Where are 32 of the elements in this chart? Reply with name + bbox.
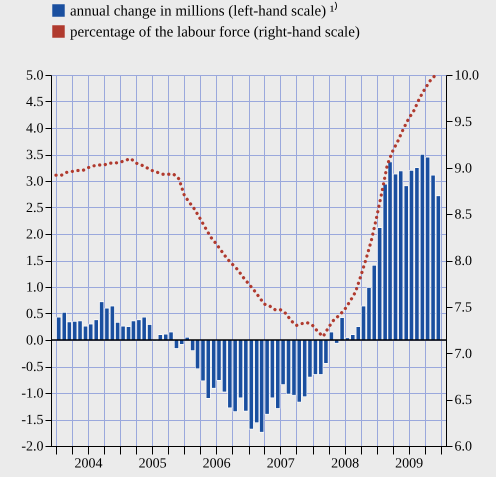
y-tick-label: -1.5 (21, 413, 44, 428)
y-tick-label: 3.0 (26, 174, 44, 190)
y2-tick-label: 8.5 (454, 208, 472, 223)
legend-label: annual change in millions (left-hand scale) ¹⁾ (70, 2, 338, 20)
y-tick-label: 3.5 (26, 148, 44, 163)
y-tick-label: -0.5 (21, 360, 44, 375)
x-tick-label: 2007 (266, 456, 295, 472)
y-tick-label: 0.5 (26, 307, 44, 322)
y-tick-label: -2.0 (21, 440, 44, 454)
y-tick-label: 2.0 (26, 228, 44, 242)
y-tick-label: 1.5 (26, 254, 44, 269)
x-tick-label: 2004 (74, 456, 102, 472)
x-tick-label: 2008 (331, 456, 360, 472)
y-tick-label: 4.0 (26, 122, 44, 136)
y2-tick-label: 8.0 (454, 254, 472, 269)
legend-label: percentage of the labour force (right-hand scale) (70, 24, 360, 40)
y2-tick-label: 10.0 (454, 68, 479, 84)
y-tick-label: 5.0 (26, 68, 44, 84)
y2-tick-label: 7.0 (454, 346, 472, 362)
y2-tick-label: 7.5 (454, 300, 472, 316)
y2-tick-label: 9.5 (454, 114, 472, 130)
x-tick-label: 2005 (138, 456, 167, 472)
x-tick-label: 2006 (202, 456, 231, 472)
x-tick-label: 2009 (395, 456, 424, 472)
y2-tick-label: 6.5 (454, 393, 472, 408)
y2-tick-label: 6.0 (454, 440, 472, 454)
y-tick-label: 0.0 (26, 334, 44, 348)
y-tick-label: -1.0 (21, 386, 44, 402)
y-tick-label: 4.5 (26, 95, 44, 110)
y-tick-label: 2.5 (26, 201, 44, 216)
y-tick-label: 1.0 (26, 280, 44, 296)
y2-tick-label: 9.0 (454, 161, 472, 176)
